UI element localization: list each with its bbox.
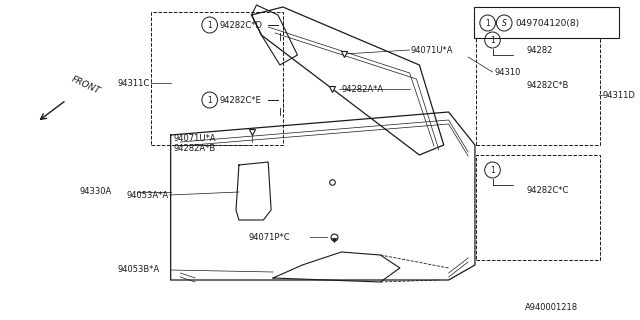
Text: FRONT: FRONT [70, 75, 102, 96]
Text: 94310: 94310 [495, 68, 521, 76]
Bar [505, 32, 513, 48]
Text: 94282A*A: 94282A*A [341, 84, 383, 93]
Text: 94053A*A: 94053A*A [127, 190, 169, 199]
Text: A940001218: A940001218 [524, 303, 577, 313]
Text: 94282C*B: 94282C*B [527, 81, 569, 90]
Bar [476, 25, 600, 145]
Text: 94282C*C: 94282C*C [527, 186, 569, 195]
Bar [151, 12, 283, 145]
Text: 94282: 94282 [527, 45, 553, 54]
Text: 94311C: 94311C [117, 78, 149, 87]
Bar [505, 69, 513, 85]
Text: 94071P*C: 94071P*C [249, 233, 291, 242]
Text: 94053B*A: 94053B*A [117, 266, 159, 275]
Text: 94311D: 94311D [603, 91, 636, 100]
Bar [276, 17, 283, 33]
Text: 1: 1 [485, 19, 490, 28]
Text: 049704120(8): 049704120(8) [515, 19, 579, 28]
Bar [476, 155, 600, 260]
Text: 1: 1 [490, 36, 495, 44]
Text: 1: 1 [490, 165, 495, 174]
Text: 1: 1 [207, 20, 212, 29]
Text: 94282C*D: 94282C*D [220, 20, 262, 29]
Text: 94071U*A: 94071U*A [411, 45, 453, 54]
Text: 94282C*E: 94282C*E [220, 95, 261, 105]
Bar [276, 92, 283, 108]
Bar [474, 7, 620, 38]
Text: S: S [502, 19, 507, 28]
Text: 94071U*A: 94071U*A [173, 133, 216, 142]
Bar [505, 162, 513, 178]
Text: 1: 1 [207, 95, 212, 105]
Text: 94330A: 94330A [80, 188, 112, 196]
Text: 94282A*B: 94282A*B [173, 143, 216, 153]
